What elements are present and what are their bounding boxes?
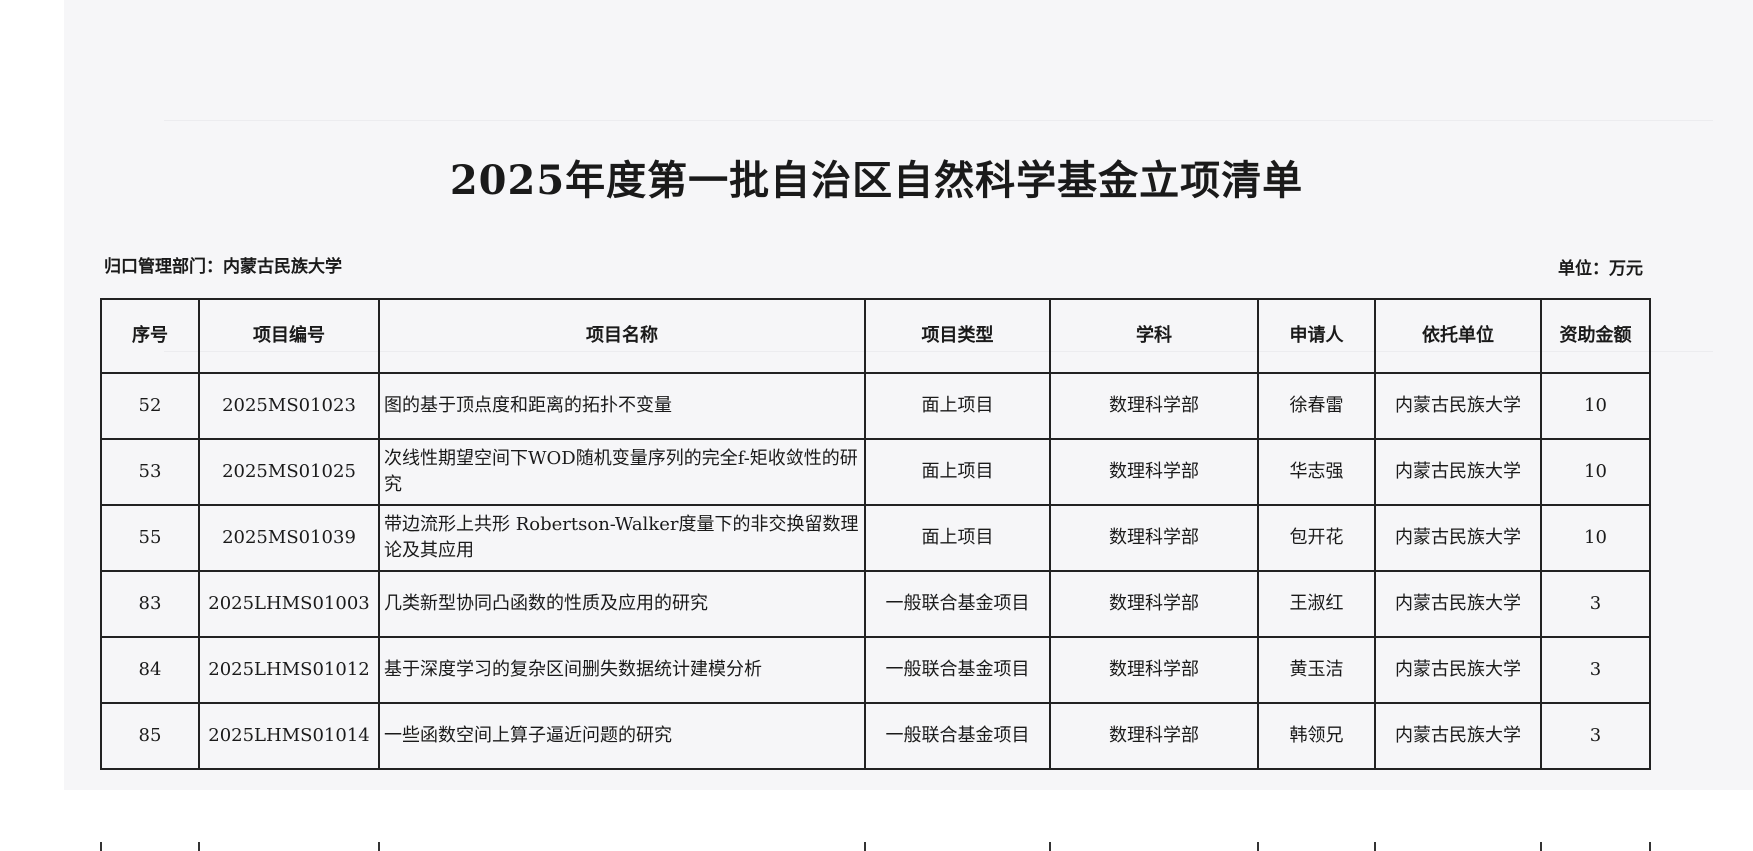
document-title: 2025年度第一批自治区自然科学基金立项清单 bbox=[449, 157, 1304, 204]
department-label: 归口管理部门：内蒙古民族大学 bbox=[104, 257, 342, 277]
cell-project-id: 2025LHMS01003 bbox=[198, 570, 380, 638]
table-row: 53 2025MS01025 次线性期望空间下WOD随机变量序列的完全f-矩收敛性的… bbox=[100, 438, 1651, 506]
cell-discipline: 数理科学部 bbox=[1049, 702, 1259, 770]
cell-applicant: 韩领兄 bbox=[1257, 702, 1376, 770]
cell-funding: 3 bbox=[1540, 570, 1651, 638]
cell-project-id: 2025LHMS01014 bbox=[198, 702, 380, 770]
header-project-name: 项目名称 bbox=[378, 298, 866, 374]
cell-host-unit: 内蒙古民族大学 bbox=[1374, 636, 1542, 704]
cell-project-type: 面上项目 bbox=[864, 372, 1051, 440]
cell-project-type: 一般联合基金项目 bbox=[864, 702, 1051, 770]
cell-index: 53 bbox=[100, 438, 200, 506]
table-header-row: 序号 项目编号 项目名称 项目类型 学科 申请人 依托单位 资助金额 bbox=[100, 298, 1651, 374]
unit-label: 单位：万元 bbox=[1558, 259, 1643, 279]
header-discipline: 学科 bbox=[1049, 298, 1259, 374]
cell-funding: 10 bbox=[1540, 438, 1651, 506]
cell-index: 85 bbox=[100, 702, 200, 770]
cell-project-id: 2025MS01023 bbox=[198, 372, 380, 440]
cell-discipline: 数理科学部 bbox=[1049, 570, 1259, 638]
cell-discipline: 数理科学部 bbox=[1049, 372, 1259, 440]
header-project-type: 项目类型 bbox=[864, 298, 1051, 374]
cell-project-type: 一般联合基金项目 bbox=[864, 636, 1051, 704]
table-row: 85 2025LHMS01014 一些函数空间上算子逼近问题的研究 一般联合基金项目数… bbox=[100, 702, 1651, 770]
cell-host-unit: 内蒙古民族大学 bbox=[1374, 702, 1542, 770]
project-table: 序号 项目编号 项目名称 项目类型 学科 申请人 依托单位 资助金额 52 202… bbox=[100, 298, 1651, 770]
cell-index: 83 bbox=[100, 570, 200, 638]
cell-index: 55 bbox=[100, 504, 200, 572]
cell-project-name: 几类新型协同凸函数的性质及应用的研究 bbox=[378, 570, 866, 638]
cell-funding: 3 bbox=[1540, 702, 1651, 770]
header-project-id: 项目编号 bbox=[198, 298, 380, 374]
cell-applicant: 华志强 bbox=[1257, 438, 1376, 506]
cell-discipline: 数理科学部 bbox=[1049, 636, 1259, 704]
cell-funding: 10 bbox=[1540, 504, 1651, 572]
header-applicant: 申请人 bbox=[1257, 298, 1376, 374]
cell-project-id: 2025MS01025 bbox=[198, 438, 380, 506]
cell-project-id: 2025LHMS01012 bbox=[198, 636, 380, 704]
table-row: 83 2025LHMS01003 几类新型协同凸函数的性质及应用的研究 一般联合基金项… bbox=[100, 570, 1651, 638]
table-row: 52 2025MS01023 图的基于顶点度和距离的拓扑不变量 面上项目 数理科学部 徐春… bbox=[100, 372, 1651, 440]
cell-project-name: 次线性期望空间下WOD随机变量序列的完全f-矩收敛性的研究 bbox=[378, 438, 866, 506]
cell-funding: 3 bbox=[1540, 636, 1651, 704]
cell-applicant: 徐春雷 bbox=[1257, 372, 1376, 440]
cell-host-unit: 内蒙古民族大学 bbox=[1374, 504, 1542, 572]
cell-funding: 10 bbox=[1540, 372, 1651, 440]
header-funding: 资助金额 bbox=[1540, 298, 1651, 374]
cell-host-unit: 内蒙古民族大学 bbox=[1374, 438, 1542, 506]
table-row: 84 2025LHMS01012 基于深度学习的复杂区间删失数据统计建模分析 一般联合… bbox=[100, 636, 1651, 704]
cell-project-id: 2025MS01039 bbox=[198, 504, 380, 572]
cell-project-name: 图的基于顶点度和距离的拓扑不变量 bbox=[378, 372, 866, 440]
cell-discipline: 数理科学部 bbox=[1049, 504, 1259, 572]
cell-project-name: 一些函数空间上算子逼近问题的研究 bbox=[378, 702, 866, 770]
cell-project-type: 面上项目 bbox=[864, 438, 1051, 506]
table-row: 55 2025MS01039 带边流形上共形 Robertson-Walker度量下… bbox=[100, 504, 1651, 572]
cell-index: 52 bbox=[100, 372, 200, 440]
cell-discipline: 数理科学部 bbox=[1049, 438, 1259, 506]
cell-project-type: 面上项目 bbox=[864, 504, 1051, 572]
cell-host-unit: 内蒙古民族大学 bbox=[1374, 372, 1542, 440]
cell-index: 84 bbox=[100, 636, 200, 704]
cell-project-name: 带边流形上共形 Robertson-Walker度量下的非交换留数理论及其应用 bbox=[378, 504, 866, 572]
cell-host-unit: 内蒙古民族大学 bbox=[1374, 570, 1542, 638]
cell-applicant: 包开花 bbox=[1257, 504, 1376, 572]
header-index: 序号 bbox=[100, 298, 200, 374]
header-host-unit: 依托单位 bbox=[1374, 298, 1542, 374]
cell-applicant: 黄玉洁 bbox=[1257, 636, 1376, 704]
next-page-table-edge bbox=[64, 842, 1664, 851]
cell-project-name: 基于深度学习的复杂区间删失数据统计建模分析 bbox=[378, 636, 866, 704]
cell-applicant: 王淑红 bbox=[1257, 570, 1376, 638]
cell-project-type: 一般联合基金项目 bbox=[864, 570, 1051, 638]
